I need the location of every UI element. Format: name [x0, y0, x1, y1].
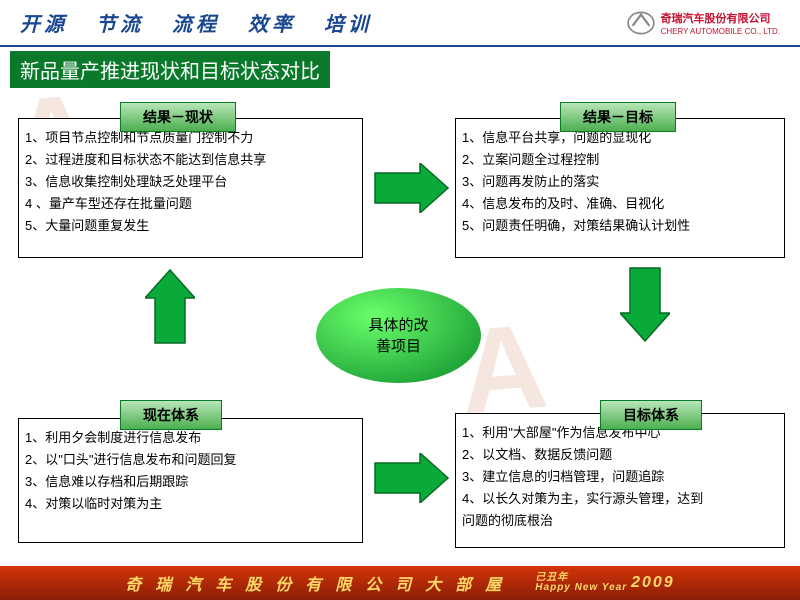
label-result-target: 结果－目标 [560, 102, 676, 132]
center-ellipse: 具体的改 善项目 [316, 288, 481, 383]
arrow-down-right [620, 263, 670, 343]
label-system-now: 现在体系 [120, 400, 222, 430]
box-system-now: 1、利用夕会制度进行信息发布 2、以"口头"进行信息发布和问题回复 3、信息难以… [18, 418, 363, 543]
box-system-target: 1、利用"大部屋"作为信息发布中心 2、以文档、数据反馈问题 3、建立信息的归档… [455, 413, 785, 548]
logo-area: 奇瑞汽车股份有限公司 CHERY AUTOMOBILE CO., LTD. [627, 9, 780, 37]
label-system-target: 目标体系 [600, 400, 702, 430]
footer-year: 己丑年Happy New Year 2009 [535, 573, 674, 593]
menu-item: 培训 [324, 8, 372, 37]
diagram: 1、项目节点控制和节点质量门控制不力 2、过程进度和目标状态不能达到信息共享 3… [0, 88, 800, 568]
arrow-right-top [370, 163, 450, 213]
footer-bar: 奇瑞汽车股份有限公司大部屋 己丑年Happy New Year 2009 [0, 566, 800, 600]
footer-text: 奇瑞汽车股份有限公司大部屋 [125, 571, 515, 595]
menu-item: 节流 [96, 8, 144, 37]
arrow-up-left [145, 268, 195, 348]
menu-item: 开源 [20, 8, 68, 37]
menu-item: 效率 [248, 8, 296, 37]
page-title: 新品量产推进现状和目标状态对比 [10, 51, 330, 88]
arrow-right-bottom [370, 453, 450, 503]
menu: 开源 节流 流程 效率 培训 [20, 8, 372, 37]
logo-icon [627, 9, 655, 37]
box-result-target: 1、信息平台共享，问题的显现化 2、立案问题全过程控制 3、问题再发防止的落实 … [455, 118, 785, 258]
top-bar: 开源 节流 流程 效率 培训 奇瑞汽车股份有限公司 CHERY AUTOMOBI… [0, 0, 800, 47]
menu-item: 流程 [172, 8, 220, 37]
brand-en: CHERY AUTOMOBILE CO., LTD. [661, 27, 780, 36]
label-result-now: 结果－现状 [120, 102, 236, 132]
box-result-now: 1、项目节点控制和节点质量门控制不力 2、过程进度和目标状态不能达到信息共享 3… [18, 118, 363, 258]
brand-cn: 奇瑞汽车股份有限公司 [661, 13, 771, 25]
